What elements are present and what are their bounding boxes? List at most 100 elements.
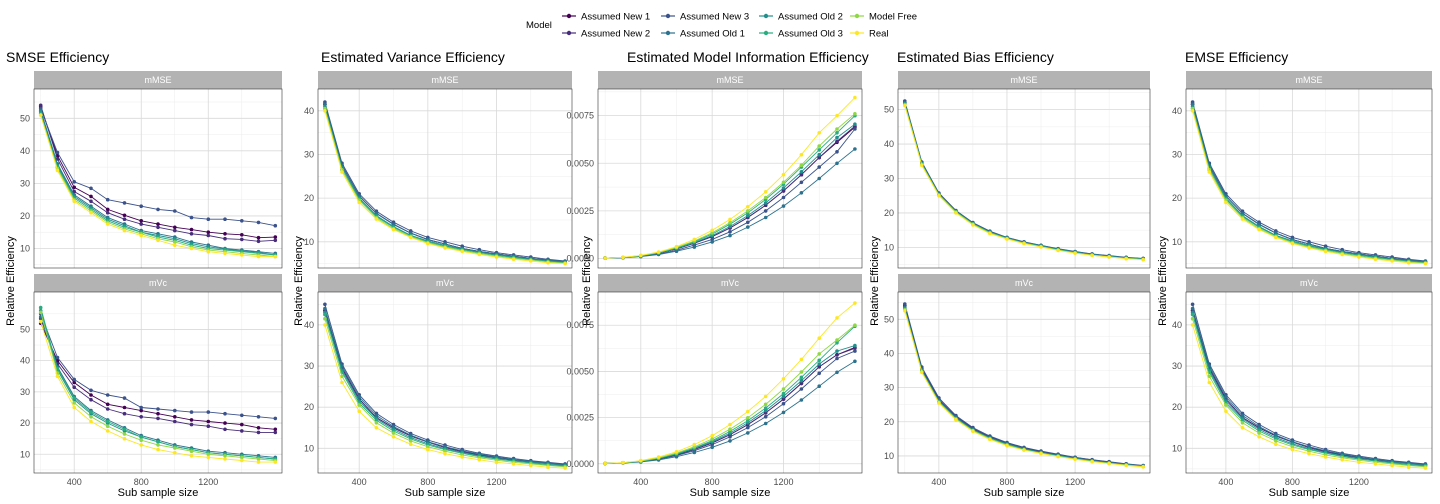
data-point — [835, 127, 839, 131]
facet-strip — [34, 274, 282, 292]
data-point — [603, 256, 607, 260]
data-point — [122, 213, 127, 218]
data-point — [1423, 261, 1428, 266]
data-point — [1124, 256, 1128, 261]
series-line — [323, 102, 567, 264]
data-point — [728, 230, 732, 234]
data-point — [223, 427, 227, 432]
data-point — [426, 444, 430, 449]
data-point — [1141, 257, 1145, 262]
data-point — [781, 189, 786, 193]
data-point — [746, 425, 750, 430]
data-point — [206, 419, 211, 424]
y-tick-label: 30 — [884, 174, 894, 184]
data-point — [256, 254, 261, 259]
data-point — [1073, 457, 1077, 462]
data-point — [817, 352, 821, 356]
data-point — [1323, 249, 1328, 254]
data-point — [1056, 248, 1060, 253]
data-point — [1357, 460, 1361, 465]
data-point — [728, 422, 732, 427]
facet-strip-label: mVc — [1300, 278, 1319, 288]
facet-strip-label: mMSE — [1296, 75, 1323, 85]
data-point — [799, 163, 804, 167]
facet-strip — [1186, 274, 1432, 292]
series-path — [605, 346, 856, 464]
data-point — [122, 427, 127, 432]
data-point — [817, 365, 821, 369]
y-tick-label: 30 — [1172, 361, 1182, 371]
data-point — [189, 454, 194, 458]
data-point — [1274, 235, 1278, 240]
data-point — [1406, 261, 1411, 265]
data-point — [1290, 241, 1295, 246]
series-line — [38, 308, 278, 461]
data-point — [38, 113, 43, 117]
data-point — [710, 442, 714, 447]
data-point — [763, 190, 768, 194]
data-point — [971, 223, 975, 227]
y-tick-label: 10 — [304, 443, 314, 453]
y-tick-label: 0.0050 — [566, 366, 594, 376]
data-point — [817, 165, 821, 169]
data-point — [853, 147, 857, 151]
series-line — [903, 101, 1145, 261]
data-point — [835, 135, 839, 140]
data-point — [1224, 200, 1228, 205]
data-point — [853, 122, 857, 126]
facet-strip-label: mMSE — [145, 75, 172, 85]
series-line — [323, 308, 567, 467]
data-point — [799, 375, 804, 380]
series-line — [323, 323, 567, 470]
facet: mVc 400 800 1200 0.0000 0.0025 0.0050 0.0075 — [566, 274, 863, 487]
series-path — [324, 104, 566, 262]
data-point — [1124, 463, 1128, 468]
data-point — [240, 219, 244, 223]
data-point — [817, 336, 821, 341]
data-point — [674, 450, 679, 454]
data-point — [139, 408, 143, 413]
data-point — [763, 406, 768, 410]
data-point — [156, 416, 160, 421]
data-point — [72, 185, 76, 190]
y-tick-label: 0.0075 — [566, 320, 594, 330]
data-point — [443, 246, 447, 250]
data-point — [728, 217, 732, 222]
data-point — [763, 421, 768, 426]
data-point — [89, 194, 93, 199]
series-path — [904, 307, 1144, 467]
data-point — [89, 419, 93, 424]
data-point — [799, 398, 804, 402]
series-line — [903, 305, 1145, 469]
legend-marker — [854, 30, 860, 36]
panel-title: Estimated Model Information Efficiency — [627, 49, 869, 65]
data-point — [799, 191, 804, 195]
y-tick-label: 30 — [304, 149, 314, 159]
legend-marker — [566, 13, 572, 19]
series-path — [605, 148, 856, 259]
series-line — [323, 100, 567, 263]
series-path — [904, 105, 1144, 261]
data-point — [835, 131, 839, 135]
series-path — [1192, 310, 1426, 466]
panel-title: EMSE Efficiency — [1185, 49, 1288, 65]
data-point — [156, 222, 160, 226]
x-tick-label: 400 — [352, 477, 367, 487]
series-line — [903, 101, 1145, 261]
data-point — [603, 461, 607, 466]
x-tick-label: 800 — [134, 477, 149, 487]
data-point — [1022, 448, 1026, 452]
data-point — [391, 227, 396, 232]
y-tick-label: 30 — [1172, 149, 1182, 159]
y-tick-label: 40 — [304, 106, 314, 116]
data-point — [72, 405, 76, 410]
data-point — [256, 235, 261, 240]
data-point — [223, 232, 227, 236]
data-point — [799, 172, 804, 177]
data-point — [323, 323, 327, 327]
data-point — [156, 407, 160, 411]
series-path — [324, 108, 566, 264]
legend-label: Assumed New 3 — [680, 12, 749, 23]
data-point — [55, 168, 60, 173]
data-point — [156, 411, 160, 416]
